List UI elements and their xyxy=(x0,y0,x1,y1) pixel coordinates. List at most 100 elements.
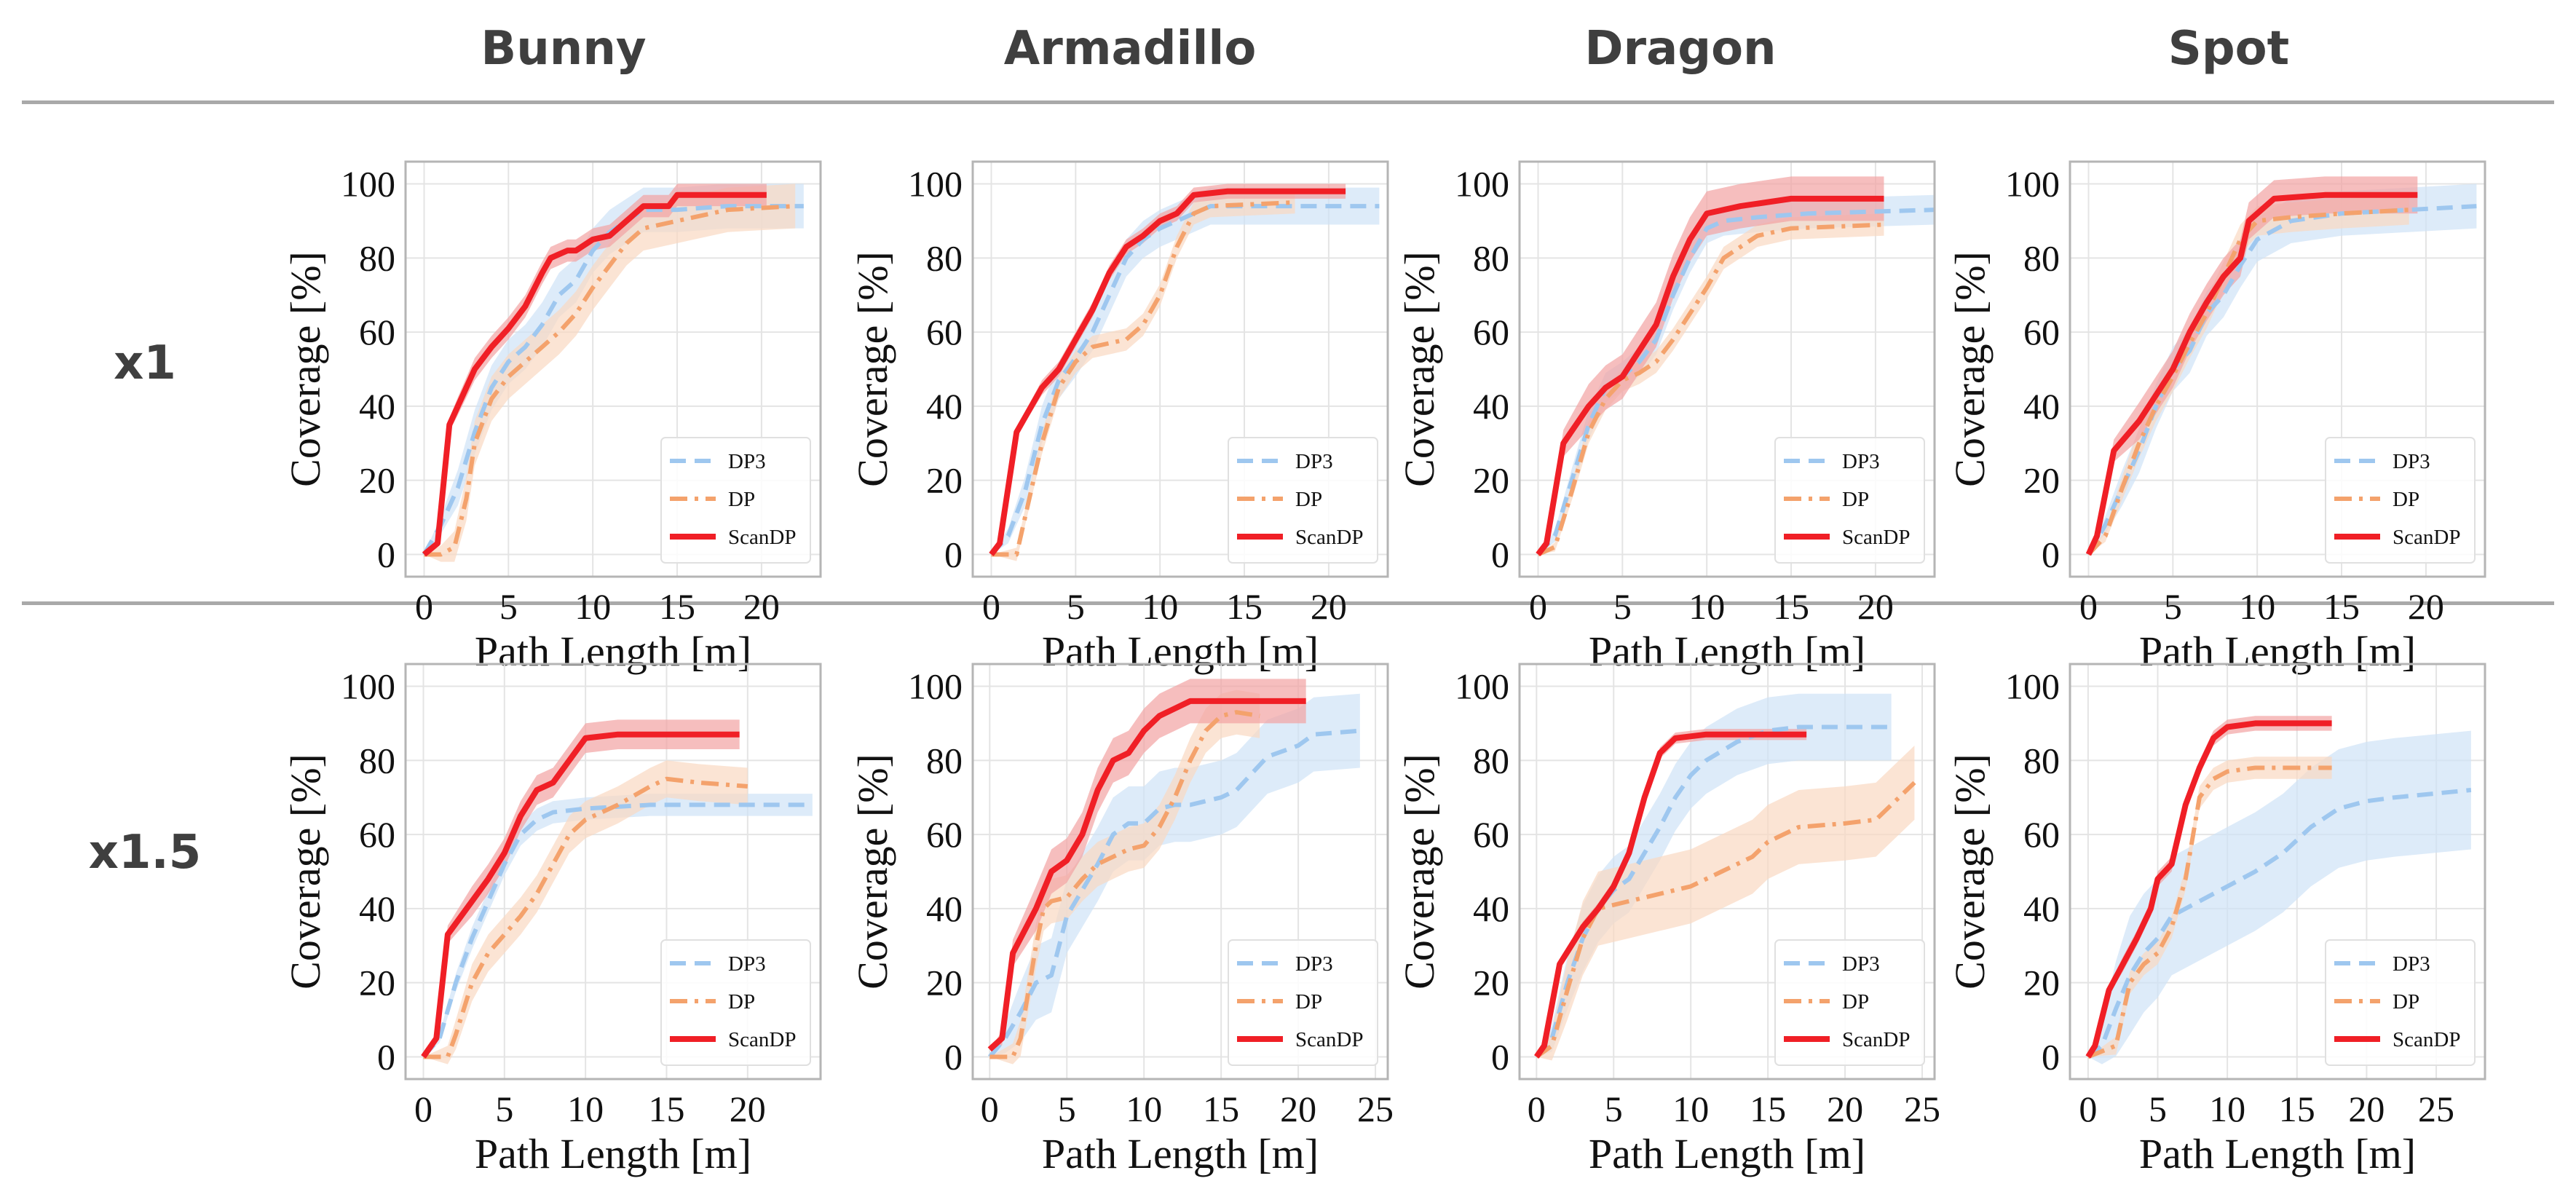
legend-label-scandp: ScanDP xyxy=(1295,1028,1363,1051)
band-scandp xyxy=(423,719,740,1057)
y-tick-label: 100 xyxy=(908,164,963,205)
x-axis-label: Path Length [m] xyxy=(2139,628,2416,675)
header-divider xyxy=(22,100,2554,104)
x-tick-label: 0 xyxy=(1528,1089,1546,1129)
y-axis-label: Coverage [%] xyxy=(1946,251,1994,487)
column-header-spot: Spot xyxy=(2168,22,2290,76)
x-tick-label: 10 xyxy=(567,1089,604,1129)
y-tick-label: 100 xyxy=(2005,164,2060,205)
y-tick-label: 100 xyxy=(341,666,395,707)
subplot-bunny-x1-5: 0 5 10 15 20 0 20 40 60 80 100 DP3 DP ScanDP Path Leng… xyxy=(282,663,822,1177)
x-tick-label: 20 xyxy=(1311,586,1347,627)
legend-label-dp: DP xyxy=(1842,488,1869,511)
y-axis-label: Coverage [%] xyxy=(849,251,896,487)
legend-label-dp3: DP3 xyxy=(2393,952,2430,976)
plot-frame xyxy=(404,160,822,578)
subplot-dragon-x1-5: 0 5 10 15 20 25 0 20 40 60 80 100 DP3 DP ScanDP Path Le… xyxy=(1396,663,1940,1177)
x-tick-label: 15 xyxy=(1773,586,1809,627)
legend-label-dp3: DP3 xyxy=(1295,450,1333,473)
series-line-dp xyxy=(423,776,748,1059)
y-tick-label: 0 xyxy=(1491,534,1509,574)
legend: DP3 DP ScanDP xyxy=(1774,437,1925,564)
x-tick-label: 0 xyxy=(982,586,1000,627)
row-label-x1-5: x1.5 xyxy=(88,826,202,880)
row-label-x1: x1 xyxy=(114,336,176,390)
x-tick-label: 0 xyxy=(2079,1089,2097,1129)
series-line-dp xyxy=(424,204,796,557)
legend-label-dp: DP xyxy=(1295,990,1322,1014)
x-tick-label: 20 xyxy=(1827,1089,1863,1129)
y-tick-label: 20 xyxy=(926,963,963,1003)
series-line-dp xyxy=(2087,765,2332,1059)
legend-label-scandp: ScanDP xyxy=(728,1028,796,1051)
series-line-scandp xyxy=(987,698,1306,1052)
y-axis-label: Coverage [%] xyxy=(1396,754,1443,990)
x-tick-label: 15 xyxy=(659,586,695,627)
x-tick-label: 10 xyxy=(1126,1089,1162,1129)
x-tick-label: 15 xyxy=(2323,586,2360,627)
plot-frame xyxy=(1518,160,1936,578)
series-line-scandp xyxy=(1536,195,1884,556)
series-line-dp xyxy=(2087,208,2409,556)
legend-box xyxy=(1228,437,1378,564)
legend-box xyxy=(1774,437,1925,564)
x-tick-label: 10 xyxy=(2239,586,2275,627)
y-tick-label: 40 xyxy=(2023,888,2060,929)
series-line-scandp xyxy=(989,188,1346,556)
x-tick-label: 20 xyxy=(743,586,780,627)
y-tick-label: 80 xyxy=(359,740,395,781)
subplot-armadillo-x1: 0 5 10 15 20 0 20 40 60 80 100 DP3 DP ScanDP Path Leng… xyxy=(849,160,1389,675)
band-dp xyxy=(989,690,1260,1065)
legend-label-dp3: DP3 xyxy=(728,952,766,976)
y-tick-label: 20 xyxy=(359,460,395,501)
series-line-dp3 xyxy=(988,728,1361,1059)
x-tick-label: 25 xyxy=(1904,1089,1940,1129)
legend-label-dp: DP xyxy=(2393,990,2419,1014)
subplot-armadillo-x1-5: 0 5 10 15 20 25 0 20 40 60 80 100 DP3 DP ScanDP Path Le… xyxy=(849,663,1394,1177)
legend-label-scandp: ScanDP xyxy=(2393,526,2460,549)
y-tick-label: 20 xyxy=(2023,460,2060,501)
y-tick-label: 0 xyxy=(377,1036,395,1077)
x-tick-label: 0 xyxy=(415,586,433,627)
x-tick-label: 0 xyxy=(981,1089,999,1129)
x-tick-label: 15 xyxy=(1750,1089,1786,1129)
x-tick-label: 0 xyxy=(414,1089,432,1129)
y-tick-label: 0 xyxy=(377,534,395,574)
x-tick-label: 5 xyxy=(2149,1089,2167,1129)
band-dp3 xyxy=(989,693,1360,1057)
x-tick-label: 25 xyxy=(2418,1089,2454,1129)
y-tick-label: 60 xyxy=(359,814,395,855)
series-line-dp3 xyxy=(989,204,1380,556)
x-tick-label: 10 xyxy=(1688,586,1725,627)
y-tick-label: 40 xyxy=(926,386,963,427)
y-tick-label: 60 xyxy=(1473,814,1509,855)
y-tick-label: 40 xyxy=(1473,386,1509,427)
y-tick-label: 40 xyxy=(1473,888,1509,929)
legend: DP3 DP ScanDP xyxy=(1774,939,1925,1066)
y-tick-label: 40 xyxy=(359,386,395,427)
legend-label-dp: DP xyxy=(1842,990,1869,1014)
y-tick-label: 60 xyxy=(2023,814,2060,855)
band-scandp xyxy=(1538,176,1884,555)
x-tick-label: 5 xyxy=(499,586,518,627)
y-tick-label: 0 xyxy=(2042,1036,2060,1077)
x-tick-label: 5 xyxy=(2164,586,2182,627)
x-axis-label: Path Length [m] xyxy=(475,1130,751,1177)
series-line-scandp xyxy=(1534,731,1807,1059)
legend: DP3 DP ScanDP xyxy=(1228,437,1378,564)
series-line-dp xyxy=(1535,781,1916,1059)
y-tick-label: 40 xyxy=(359,888,395,929)
series-line-dp3 xyxy=(422,204,804,556)
band-scandp xyxy=(989,679,1306,1050)
y-tick-label: 20 xyxy=(1473,460,1509,501)
y-tick-label: 60 xyxy=(2023,312,2060,352)
y-tick-label: 60 xyxy=(359,312,395,352)
column-header-bunny: Bunny xyxy=(481,22,647,76)
y-tick-label: 80 xyxy=(2023,740,2060,781)
x-tick-label: 20 xyxy=(2408,586,2444,627)
band-dp xyxy=(424,183,796,562)
series-line-scandp xyxy=(422,191,767,557)
y-tick-label: 100 xyxy=(1455,164,1509,205)
x-tick-label: 15 xyxy=(2279,1089,2315,1129)
y-tick-label: 80 xyxy=(1473,237,1509,278)
